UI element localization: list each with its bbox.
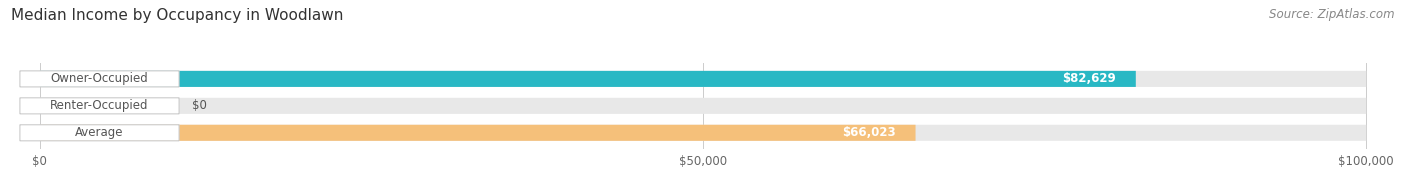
FancyBboxPatch shape bbox=[39, 71, 1136, 87]
Text: Median Income by Occupancy in Woodlawn: Median Income by Occupancy in Woodlawn bbox=[11, 8, 343, 23]
Text: Average: Average bbox=[76, 126, 124, 139]
Text: $82,629: $82,629 bbox=[1062, 72, 1116, 85]
FancyBboxPatch shape bbox=[20, 98, 179, 114]
Text: $0: $0 bbox=[193, 99, 207, 112]
FancyBboxPatch shape bbox=[20, 71, 179, 87]
Text: Owner-Occupied: Owner-Occupied bbox=[51, 72, 149, 85]
FancyBboxPatch shape bbox=[20, 125, 179, 141]
FancyBboxPatch shape bbox=[39, 125, 915, 141]
FancyBboxPatch shape bbox=[39, 98, 1367, 114]
Text: $66,023: $66,023 bbox=[842, 126, 896, 139]
FancyBboxPatch shape bbox=[39, 125, 1367, 141]
Text: Renter-Occupied: Renter-Occupied bbox=[51, 99, 149, 112]
FancyBboxPatch shape bbox=[39, 71, 1367, 87]
Text: Source: ZipAtlas.com: Source: ZipAtlas.com bbox=[1270, 8, 1395, 21]
